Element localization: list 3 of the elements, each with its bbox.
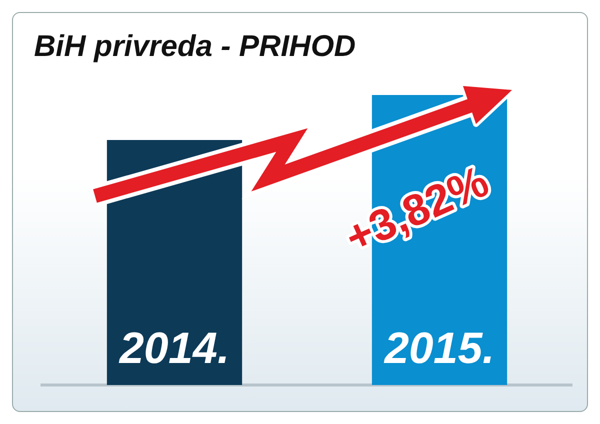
- x-tick-label: 2014.: [118, 324, 230, 373]
- chart-title: BiH privreda - PRIHOD: [34, 30, 356, 64]
- x-tick-label: 2015.: [383, 324, 495, 373]
